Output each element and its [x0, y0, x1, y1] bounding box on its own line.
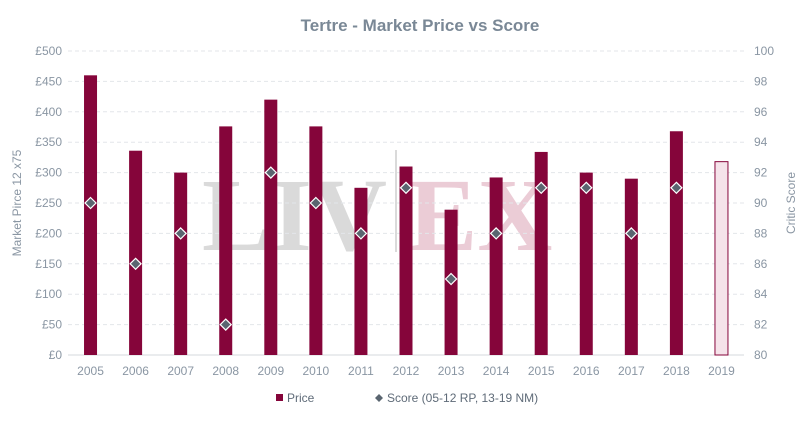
right-axis-ticks: 80 82 84 86 88 90 92 94 96 98 100: [754, 44, 774, 362]
price-bar: [579, 172, 593, 355]
legend-score-label: Score (05-12 RP, 13-19 NM): [387, 391, 538, 405]
x-tick-label: 2017: [618, 364, 645, 378]
x-tick-label: 2010: [303, 364, 330, 378]
price-bar: [174, 172, 188, 355]
price-bar: [399, 166, 413, 355]
score-point: [129, 257, 142, 271]
x-tick-label: 2009: [257, 364, 284, 378]
score-point: [534, 181, 548, 195]
left-tick-label: £200: [35, 226, 62, 240]
x-tick-label: 2015: [528, 364, 555, 378]
score-point: [264, 166, 278, 179]
score-point: [624, 227, 638, 240]
price-bar: [624, 178, 638, 355]
score-point: [309, 196, 323, 210]
right-tick-label: 98: [754, 74, 768, 88]
left-tick-label: £100: [35, 287, 62, 301]
score-point: [219, 318, 233, 331]
legend: Price Score (05-12 RP, 13-19 NM): [276, 391, 538, 405]
x-tick-label: 2014: [483, 364, 510, 378]
x-tick-label: 2013: [438, 364, 465, 378]
right-axis-title: Critic Score: [784, 172, 798, 234]
score-point: [579, 181, 593, 195]
score-point: [399, 181, 413, 195]
x-tick-label: 2007: [167, 364, 194, 378]
left-tick-label: £350: [35, 135, 62, 149]
left-axis-title: Market Pirce 12 x75: [10, 149, 24, 256]
price-bars: [84, 75, 729, 356]
score-point: [84, 196, 97, 210]
price-bar: [84, 75, 98, 355]
price-bar: [489, 177, 503, 355]
x-tick-label: 2005: [77, 364, 104, 378]
right-tick-label: 94: [754, 135, 768, 149]
left-tick-label: £500: [35, 44, 62, 58]
left-tick-label: £250: [35, 196, 62, 210]
left-tick-label: £150: [35, 257, 62, 271]
x-tick-label: 2011: [348, 364, 374, 378]
left-axis-ticks: £0 £50 £100 £150 £200 £250 £300 £350 £400 £450 £50…: [35, 44, 62, 362]
right-tick-label: 80: [754, 348, 768, 362]
price-bar: [309, 126, 323, 355]
chart-title: Tertre - Market Price vs Score: [301, 16, 540, 35]
right-tick-label: 84: [754, 287, 768, 301]
right-tick-label: 100: [754, 44, 774, 58]
x-tick-label: 2012: [393, 364, 420, 378]
price-bar: [714, 161, 729, 356]
left-tick-label: £50: [42, 318, 62, 332]
left-tick-label: £450: [35, 74, 62, 88]
x-axis-ticks: 2005 2006 2007 2008 2009 2010 2011 2012 2013 2014…: [77, 364, 735, 378]
right-tick-label: 82: [754, 318, 768, 332]
left-tick-label: £300: [35, 166, 62, 180]
score-point: [174, 227, 188, 240]
watermark-ex: EX: [408, 158, 552, 273]
x-tick-label: 2008: [212, 364, 239, 378]
legend-price-label: Price: [287, 391, 315, 405]
score-point: [444, 272, 458, 286]
price-bar: [219, 126, 233, 355]
right-tick-label: 86: [754, 257, 768, 271]
x-tick-label: 2018: [663, 364, 690, 378]
price-bar: [534, 151, 548, 355]
right-tick-label: 96: [754, 105, 768, 119]
price-bar: [669, 131, 683, 355]
x-tick-label: 2006: [122, 364, 149, 378]
price-bar: [264, 99, 278, 355]
score-point: [670, 181, 683, 195]
right-tick-label: 88: [754, 226, 768, 240]
price-bar: [129, 150, 143, 355]
price-bar: [354, 187, 368, 355]
legend-price-swatch: [276, 394, 283, 401]
right-tick-label: 90: [754, 196, 768, 210]
x-tick-label: 2019: [708, 364, 735, 378]
legend-score-swatch: [375, 394, 383, 402]
left-tick-label: £400: [35, 105, 62, 119]
score-point: [354, 227, 368, 240]
score-points: [84, 166, 683, 331]
left-tick-label: £0: [49, 348, 63, 362]
score-point: [489, 227, 503, 240]
x-tick-label: 2016: [573, 364, 600, 378]
right-tick-label: 92: [754, 166, 768, 180]
